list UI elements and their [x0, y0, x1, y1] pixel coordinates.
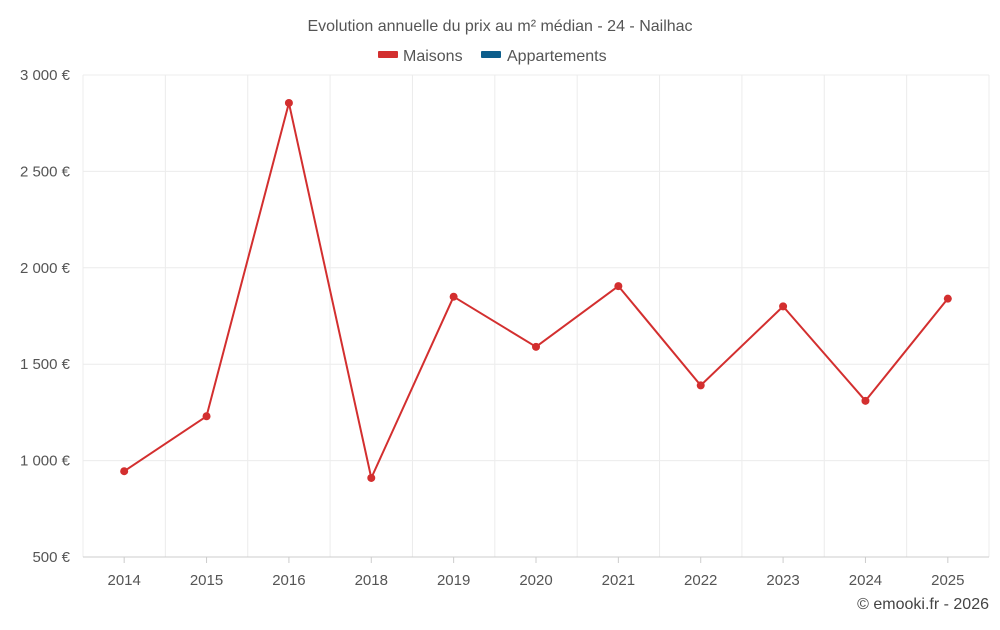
- legend: Maisons Appartements: [378, 48, 607, 65]
- data-point[interactable]: [449, 292, 458, 301]
- legend-label-maisons: Maisons: [403, 48, 463, 65]
- y-tick-label: 2 000 €: [20, 260, 71, 277]
- y-tick-label: 1 500 €: [20, 356, 71, 373]
- legend-swatch-maisons: [378, 51, 398, 58]
- legend-item-maisons[interactable]: Maisons: [378, 48, 463, 65]
- series-maisons: [120, 98, 952, 482]
- grid: [82, 74, 990, 557]
- x-tick-label: 2018: [355, 572, 388, 589]
- x-tick-label: 2023: [766, 572, 799, 589]
- chart-title: Evolution annuelle du prix au m² médian …: [307, 18, 692, 35]
- x-tick-label: 2015: [190, 572, 223, 589]
- y-axis: 500 € 1 000 € 1 500 € 2 000 € 2 500 € 3 000 €: [20, 67, 71, 566]
- x-tick-label: 2022: [684, 572, 717, 589]
- y-tick-label: 2 500 €: [20, 163, 71, 180]
- x-tick-label: 2014: [107, 572, 140, 589]
- data-point[interactable]: [367, 473, 376, 482]
- data-point[interactable]: [861, 396, 870, 405]
- data-point[interactable]: [614, 282, 623, 291]
- legend-item-appartements[interactable]: Appartements: [481, 48, 607, 65]
- legend-swatch-appartements: [481, 51, 501, 58]
- y-tick-label: 3 000 €: [20, 67, 71, 84]
- data-point[interactable]: [120, 467, 129, 476]
- x-tick-label: 2021: [602, 572, 635, 589]
- x-tick-label: 2016: [272, 572, 305, 589]
- x-axis: 2014 2015 2016 2018 2019 2020 2021 2022 2023 2024…: [83, 556, 989, 589]
- x-tick-label: 2024: [849, 572, 882, 589]
- x-tick-label: 2020: [519, 572, 552, 589]
- x-tick-label: 2019: [437, 572, 470, 589]
- y-tick-label: 1 000 €: [20, 453, 71, 470]
- credit-text: © emooki.fr - 2026: [857, 596, 989, 613]
- data-point[interactable]: [779, 302, 788, 311]
- data-point[interactable]: [696, 381, 705, 390]
- x-tick-label: 2025: [931, 572, 964, 589]
- data-point[interactable]: [943, 294, 952, 303]
- y-tick-label: 500 €: [32, 549, 70, 566]
- legend-label-appartements: Appartements: [507, 48, 607, 65]
- data-point[interactable]: [202, 412, 211, 421]
- data-point[interactable]: [532, 342, 540, 351]
- data-point[interactable]: [284, 98, 293, 107]
